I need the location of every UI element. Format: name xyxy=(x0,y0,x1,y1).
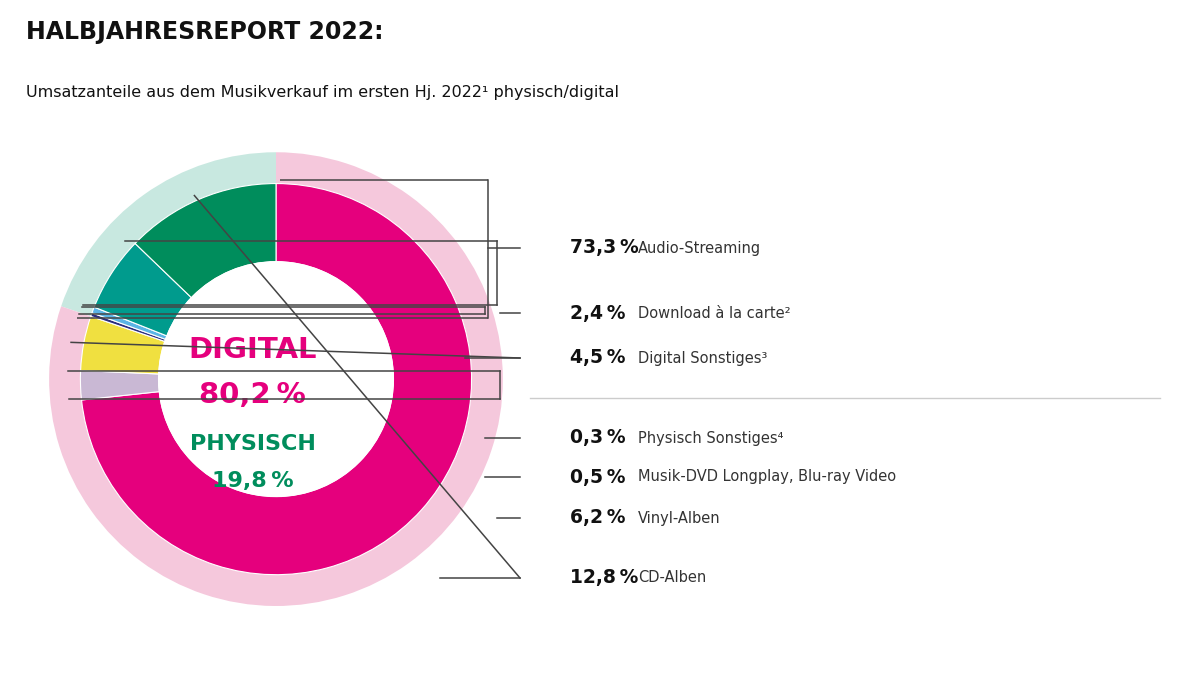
Text: CD-Alben: CD-Alben xyxy=(638,571,707,586)
Text: Digital Sonstiges³: Digital Sonstiges³ xyxy=(638,351,767,366)
Text: Musik-DVD Longplay, Blu-ray Video: Musik-DVD Longplay, Blu-ray Video xyxy=(638,470,896,485)
Text: 19,8 %: 19,8 % xyxy=(211,471,293,491)
Wedge shape xyxy=(80,316,164,374)
Text: Audio-Streaming: Audio-Streaming xyxy=(638,240,761,255)
Wedge shape xyxy=(49,152,503,606)
Wedge shape xyxy=(92,307,167,339)
Wedge shape xyxy=(80,370,160,400)
Wedge shape xyxy=(91,313,166,341)
Wedge shape xyxy=(82,183,472,575)
Text: 0,5 %: 0,5 % xyxy=(570,468,625,487)
Text: Umsatzanteile aus dem Musikverkauf im ersten Hj. 2022¹ physisch/digital: Umsatzanteile aus dem Musikverkauf im er… xyxy=(26,85,619,100)
Text: 12,8 %: 12,8 % xyxy=(570,569,638,588)
Wedge shape xyxy=(94,244,192,336)
Text: Download à la carte²: Download à la carte² xyxy=(638,305,791,320)
Text: DIGITAL: DIGITAL xyxy=(188,336,317,364)
Text: 80,2 %: 80,2 % xyxy=(199,380,306,409)
Text: 2,4 %: 2,4 % xyxy=(570,303,625,322)
Text: 73,3 %: 73,3 % xyxy=(570,238,638,257)
Circle shape xyxy=(158,262,394,496)
Text: 6,2 %: 6,2 % xyxy=(570,508,625,527)
Text: HALBJAHRESREPORT 2022:: HALBJAHRESREPORT 2022: xyxy=(26,20,384,44)
Text: Vinyl-Alben: Vinyl-Alben xyxy=(638,510,721,525)
Text: 4,5 %: 4,5 % xyxy=(570,349,625,368)
Wedge shape xyxy=(136,183,276,298)
Text: PHYSISCH: PHYSISCH xyxy=(190,434,316,454)
Wedge shape xyxy=(61,152,276,318)
Text: Physisch Sonstiges⁴: Physisch Sonstiges⁴ xyxy=(638,431,784,445)
Text: 0,3 %: 0,3 % xyxy=(570,429,625,447)
